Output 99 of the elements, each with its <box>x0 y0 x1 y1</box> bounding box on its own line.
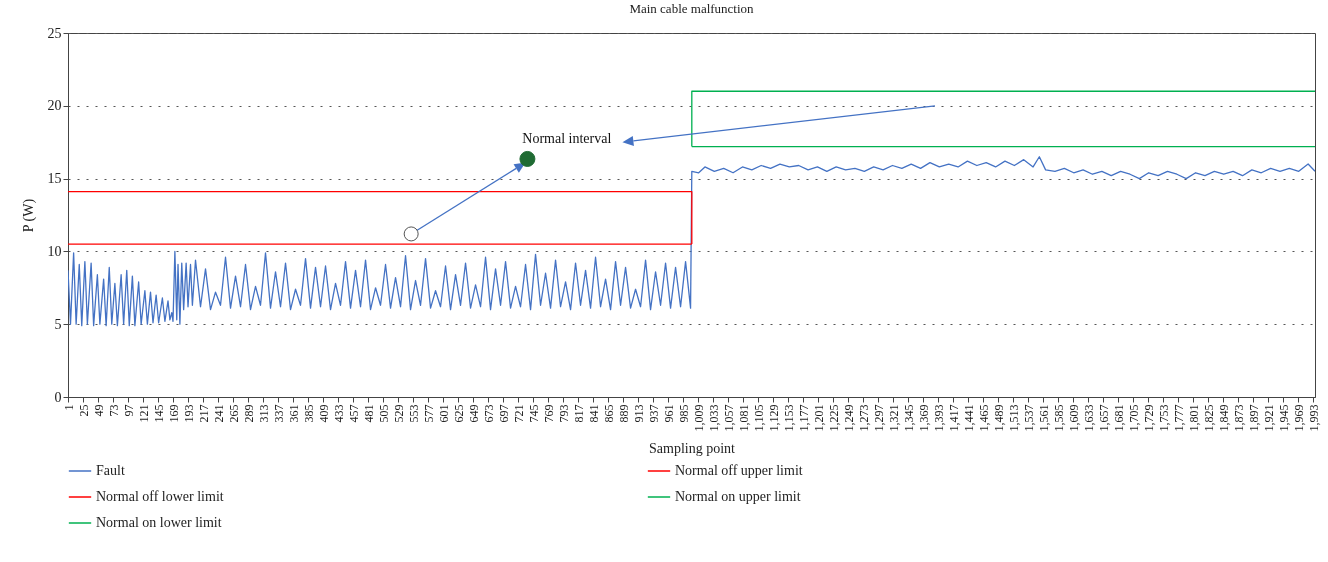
x-tick-label: 889 <box>616 404 631 423</box>
x-tick-label: 649 <box>466 404 481 423</box>
x-tick-label: 385 <box>301 404 316 423</box>
x-tick-label: 1 <box>61 404 76 411</box>
x-tick-label: 1,249 <box>841 404 856 432</box>
x-tick-label: 1,225 <box>826 404 841 432</box>
x-tick-label: 1,849 <box>1216 404 1231 432</box>
x-tick-label: 1,201 <box>811 404 826 432</box>
x-tick-label: 1,441 <box>961 404 976 432</box>
x-tick-label: 1,753 <box>1156 404 1171 432</box>
x-tick-label: 553 <box>406 404 421 423</box>
x-tick-label: 1,777 <box>1171 404 1186 432</box>
x-tick-label: 937 <box>646 404 661 423</box>
x-tick-label: 1,969 <box>1291 404 1306 432</box>
x-tick-label: 1,273 <box>856 404 871 432</box>
x-tick-label: 433 <box>331 404 346 423</box>
x-tick-label: 1,945 <box>1276 404 1291 432</box>
x-tick-label: 985 <box>676 404 691 423</box>
x-tick-label: 121 <box>136 404 151 423</box>
x-tick-label: 505 <box>376 404 391 423</box>
x-tick-label: 1,657 <box>1096 404 1111 432</box>
x-tick-label: 1,009 <box>691 404 706 432</box>
x-tick-label: 865 <box>601 404 616 423</box>
x-axis-title: Sampling point <box>649 440 736 456</box>
x-tick-label: 1,465 <box>976 404 991 432</box>
x-tick-label: 1,873 <box>1231 404 1246 432</box>
x-tick-label: 1,705 <box>1126 404 1141 432</box>
x-tick-label: 1,585 <box>1051 404 1066 432</box>
y-tick-label: 10 <box>47 243 62 259</box>
x-tick-label: 1,369 <box>916 404 931 432</box>
x-tick-label: 745 <box>526 404 541 423</box>
x-tick-label: 241 <box>211 404 226 423</box>
x-tick-label: 1,105 <box>751 404 766 432</box>
x-tick-label: 721 <box>511 404 526 423</box>
x-tick-label: 1,609 <box>1066 404 1081 432</box>
x-tick-label: 1,633 <box>1081 404 1096 432</box>
x-tick-label: 1,297 <box>871 404 886 432</box>
x-tick-label: 1,489 <box>991 404 1006 432</box>
x-tick-label: 1,345 <box>901 404 916 432</box>
x-tick-label: 193 <box>181 404 196 423</box>
x-tick-label: 265 <box>226 404 241 423</box>
y-tick-label: 20 <box>47 98 62 114</box>
x-tick-label: 1,153 <box>781 404 796 432</box>
y-axis-title: P (W) <box>20 198 37 233</box>
x-tick-label: 769 <box>541 404 556 423</box>
x-tick-label: 409 <box>316 404 331 423</box>
x-tick-label: 217 <box>196 404 211 423</box>
x-tick-label: 1,177 <box>796 404 811 432</box>
x-tick-label: 1,129 <box>766 404 781 432</box>
x-tick-label: 529 <box>391 404 406 423</box>
x-tick-label: 1,033 <box>706 404 721 432</box>
x-tick-label: 481 <box>361 404 376 423</box>
x-tick-label: 1,417 <box>946 404 961 432</box>
y-tick-label: 25 <box>47 25 62 41</box>
x-tick-label: 73 <box>106 404 121 417</box>
x-tick-label: 1,537 <box>1021 404 1036 432</box>
x-tick-label: 145 <box>151 404 166 423</box>
legend-label: Normal off lower limit <box>96 489 224 504</box>
x-tick-label: 25 <box>76 404 91 417</box>
x-tick-label: 1,513 <box>1006 404 1021 432</box>
x-tick-label: 1,321 <box>886 404 901 432</box>
x-tick-label: 1,801 <box>1186 404 1201 432</box>
y-tick-label: 5 <box>54 316 62 332</box>
x-tick-label: 1,561 <box>1036 404 1051 432</box>
x-tick-label: 697 <box>496 404 511 423</box>
legend-label: Normal on upper limit <box>675 489 801 504</box>
y-tick-label: 0 <box>54 389 62 405</box>
legend-label: Normal off upper limit <box>675 463 803 478</box>
x-tick-label: 361 <box>286 404 301 423</box>
x-tick-label: 1,393 <box>931 404 946 432</box>
x-tick-label: 913 <box>631 404 646 423</box>
x-tick-label: 673 <box>481 404 496 423</box>
annotation: Normal interval <box>522 130 612 146</box>
x-tick-label: 1,993 <box>1306 404 1321 432</box>
x-tick-label: 625 <box>451 404 466 423</box>
x-tick-label: 577 <box>421 404 436 423</box>
x-tick-label: 313 <box>256 404 271 423</box>
x-tick-label: 457 <box>346 404 361 423</box>
x-tick-label: 793 <box>556 404 571 423</box>
x-tick-label: 961 <box>661 404 676 423</box>
x-tick-label: 601 <box>436 404 451 423</box>
x-tick-label: 1,897 <box>1246 404 1261 432</box>
x-tick-label: 1,057 <box>721 404 736 432</box>
x-tick-label: 817 <box>571 404 586 423</box>
x-tick-label: 1,825 <box>1201 404 1216 432</box>
legend-label: Normal on lower limit <box>96 515 222 530</box>
chart-title: Main cable malfunction <box>629 1 755 16</box>
x-tick-label: 289 <box>241 404 256 423</box>
x-tick-label: 1,921 <box>1261 404 1276 432</box>
x-tick-label: 169 <box>166 404 181 423</box>
x-tick-label: 1,729 <box>1141 404 1156 432</box>
x-tick-label: 49 <box>91 404 106 417</box>
x-tick-label: 1,681 <box>1111 404 1126 432</box>
legend-label: Fault <box>96 463 125 478</box>
x-tick-label: 97 <box>121 404 136 417</box>
y-tick-label: 15 <box>47 171 62 187</box>
x-tick-label: 337 <box>271 404 286 423</box>
x-tick-label: 1,081 <box>736 404 751 432</box>
x-tick-label: 841 <box>586 404 601 423</box>
